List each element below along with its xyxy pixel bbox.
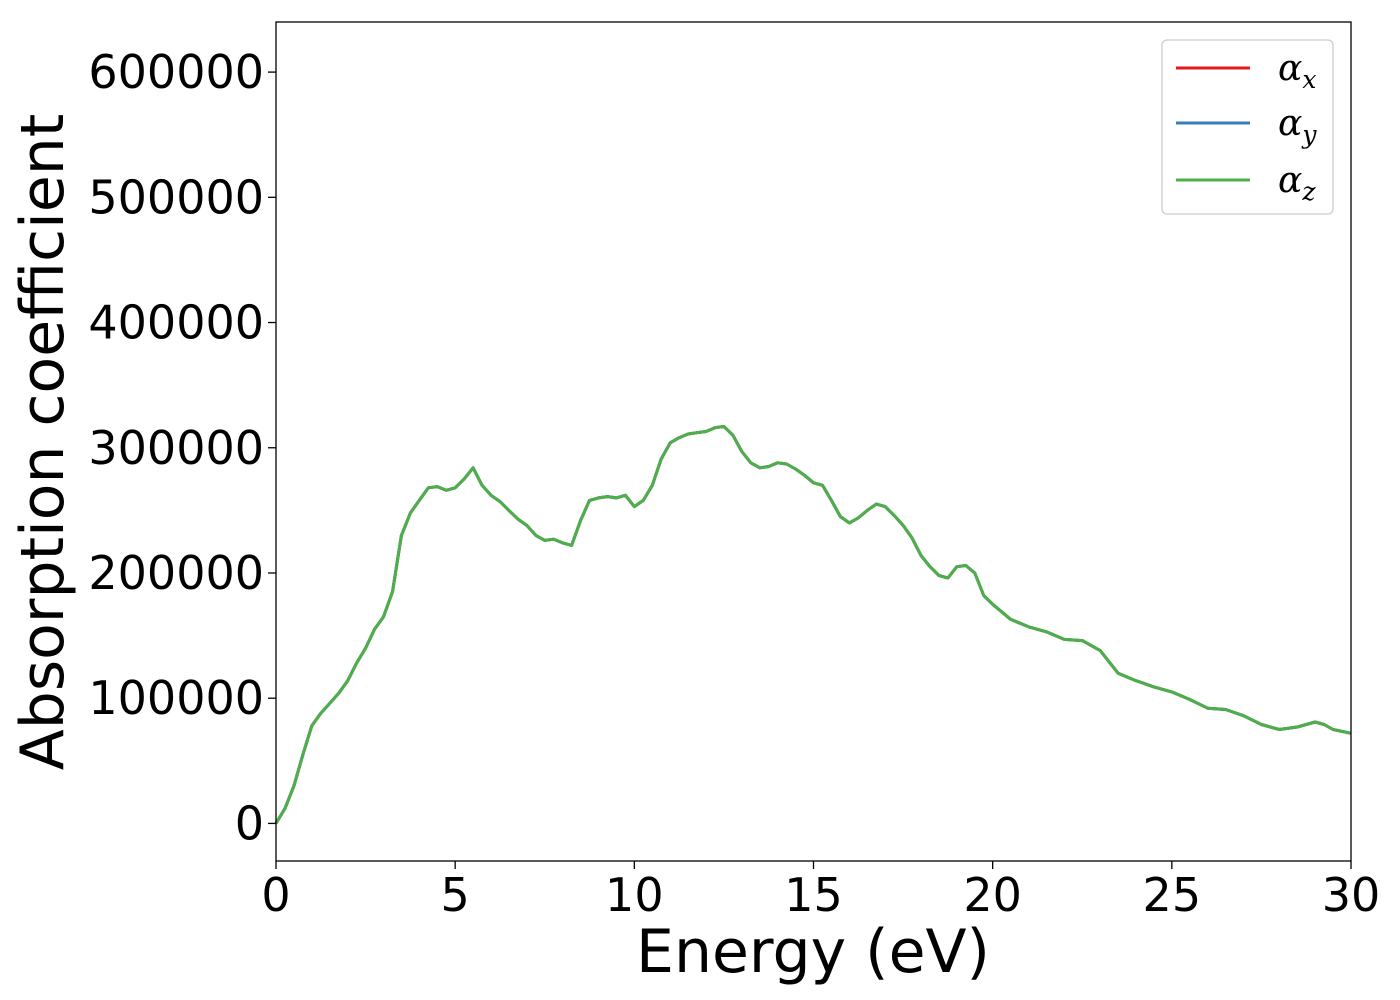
series-layer <box>274 425 1352 825</box>
legend-box <box>1161 39 1334 215</box>
y-tick-label: 0 <box>235 796 264 850</box>
y-axis-label: Absorption coefficient <box>8 114 78 771</box>
legend-label-x: αx <box>1278 48 1316 94</box>
x-tick-label: 0 <box>261 868 290 922</box>
y-tick-label: 400000 <box>88 296 264 350</box>
series-line-z <box>274 425 1352 825</box>
y-tick-label: 600000 <box>88 45 264 99</box>
x-tick-label: 20 <box>963 868 1022 922</box>
legend: αx αy αz <box>1161 39 1334 215</box>
x-tick-label: 10 <box>605 868 664 922</box>
y-tick-label: 200000 <box>88 546 264 600</box>
y-tick-label: 100000 <box>88 671 264 725</box>
y-tick-label: 500000 <box>88 170 264 224</box>
x-axis-label: Energy (eV) <box>636 917 990 987</box>
x-tick-label: 30 <box>1322 868 1381 922</box>
y-tick-label: 300000 <box>88 421 264 475</box>
x-tick-label: 15 <box>784 868 843 922</box>
legend-label-z: αz <box>1278 160 1316 206</box>
legend-label-y: αy <box>1278 103 1317 149</box>
x-axis-ticks: 0 5 10 15 20 25 30 <box>261 861 1380 922</box>
y-axis-ticks: 0 100000 200000 300000 400000 500000 600000 <box>88 45 276 850</box>
x-tick-label: 5 <box>441 868 470 922</box>
x-tick-label: 25 <box>1143 868 1202 922</box>
